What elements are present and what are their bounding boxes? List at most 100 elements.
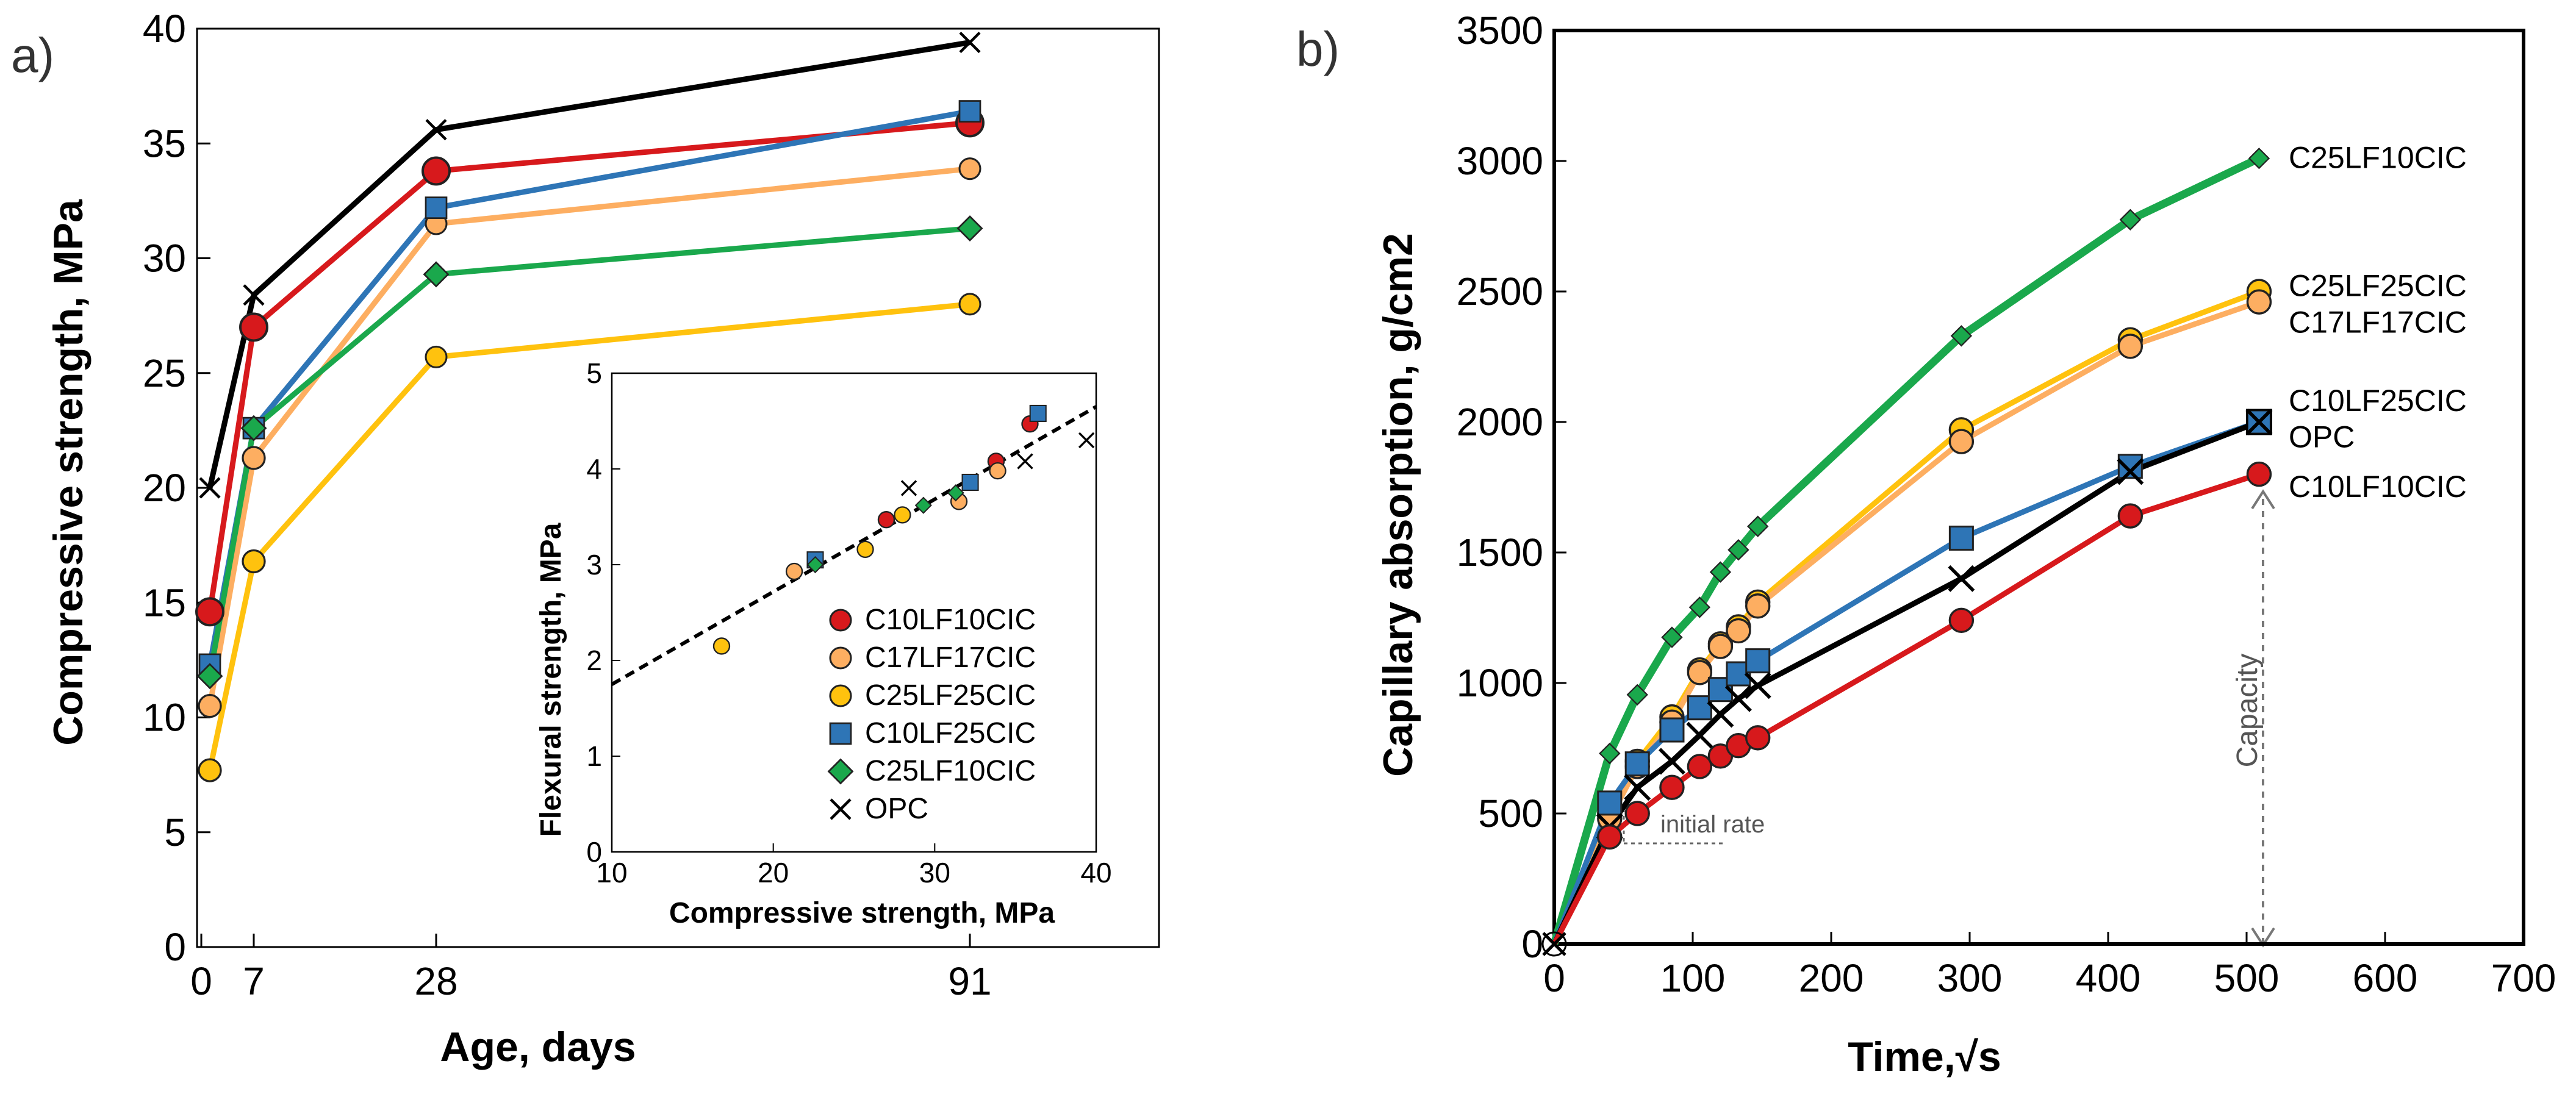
chart-a-point-c10lf10cic: [422, 156, 451, 186]
chart-a-x-axis-title: Age, days: [440, 1024, 636, 1070]
chart-a-point-c10lf10cic: [239, 312, 268, 342]
chart-b-point-c10lf25cic: [1687, 695, 1712, 721]
chart-a-y-tick-label: 20: [143, 466, 186, 510]
inset-point-opc-stroke-b: [1017, 453, 1033, 470]
chart-b-series-line-c10lf25cic: [1551, 419, 2260, 945]
chart-b-point-c17lf17cic: [1745, 593, 1771, 619]
chart-b-y-tick-label: 3000: [1457, 139, 1543, 183]
chart-b-series-label-c17lf17cic: C17LF17CIC: [2289, 305, 2467, 339]
chart-b-point-c17lf17cic: [1687, 660, 1713, 685]
chart-b-point-c10lf10cic: [1745, 725, 1771, 751]
chart-a-point-c25lf25cic: [198, 758, 222, 782]
chart-a-y-tick-label: 25: [143, 351, 186, 395]
chart-b-point-c25lf10cic: [1688, 596, 1711, 618]
chart-b-point-c10lf25cic: [1597, 790, 1623, 816]
chart-b-point-c25lf10cic: [1661, 626, 1683, 648]
initial-rate-annotation: initial rate: [1660, 811, 1765, 838]
inset-point-c25lf25cic: [856, 540, 874, 559]
chart-b-point-c25lf10cic: [2119, 209, 2142, 231]
chart-b-point-opc: [1724, 685, 1752, 712]
chart-b-x-tick-label: 500: [2214, 956, 2280, 1000]
chart-a-point-c17lf17cic: [198, 694, 222, 718]
panel-b-label: b): [1296, 22, 1340, 76]
chart-b-origin-marker: [1542, 932, 1566, 956]
chart-a-x-tick-label: 28: [414, 959, 457, 1003]
chart-a-point-opc: [243, 284, 265, 306]
chart-a-point-opc-stroke-b: [243, 284, 265, 306]
chart-a-y-tick-label: 15: [143, 581, 186, 624]
chart-a-point-c25lf25cic: [242, 549, 266, 574]
chart-b-x-tick-label: 100: [1660, 956, 1726, 1000]
chart-b-series-line-c10lf10cic: [1552, 471, 2260, 946]
chart-a-series-line-opc: [207, 40, 970, 488]
chart-b-series-label-c25lf25cic: C25LF25CIC: [2289, 268, 2467, 302]
chart-a-y-tick-label: 0: [164, 925, 186, 969]
chart-b-point-opc-stroke-b: [1686, 721, 1713, 749]
chart-b-point-opc-stroke-b: [2245, 409, 2273, 435]
chart-a-series-line-c17lf17cic: [207, 166, 970, 707]
inset-point-c10lf25cic: [961, 473, 979, 492]
inset-point-c25lf25cic: [894, 506, 911, 524]
inset-x-tick-label: 10: [596, 857, 627, 888]
inset-trendline: [611, 405, 1097, 686]
inset-point-c10lf25cic: [1029, 404, 1047, 422]
chart-b-point-c10lf25cic: [1659, 717, 1685, 743]
chart-b-opc-end-box: [2245, 409, 2272, 435]
chart-b-point-opc-stroke-b: [2117, 458, 2144, 485]
chart-b-point-c10lf10cic: [1659, 774, 1685, 800]
chart-a-point-c25lf25cic: [425, 345, 448, 368]
chart-b-point-c25lf10cic: [1626, 684, 1648, 706]
chart-b-point-opc-stroke-b: [1744, 672, 1771, 699]
chart-a-point-opc-stroke-b: [959, 32, 981, 54]
chart-b-x-tick-label: 600: [2353, 956, 2418, 1000]
inset-point-c25lf10cic: [947, 484, 964, 502]
inset-x-tick-label: 20: [758, 857, 789, 888]
chart-a-y-tick-label: 10: [143, 696, 186, 740]
chart-b-x-axis-title: Time,√s: [1848, 1034, 2001, 1080]
chart-b-x-tick-label: 200: [1799, 956, 1864, 1000]
chart-b-point-opc: [1624, 774, 1651, 801]
chart-b-point-c10lf25cic: [2117, 454, 2143, 479]
chart-b-point-c10lf10cic: [1624, 801, 1650, 826]
chart-a-point-c25lf10cic: [956, 215, 983, 242]
chart-b-frame: [1552, 29, 2525, 946]
chart-b-point-c17lf17cic: [2246, 289, 2272, 315]
inset-point-opc-stroke-b: [1078, 432, 1095, 449]
chart-a-series-line-c25lf25cic: [207, 301, 970, 771]
chart-a-point-c25lf10cic: [240, 415, 267, 442]
chart-b-y-axis-title: Capillary absorption, g/cm2: [1375, 233, 1421, 777]
chart-a-y-tick-label: 5: [164, 810, 186, 854]
inset-legend-label-opc: OPC: [865, 793, 928, 825]
chart-b-point-c25lf10cic: [1950, 325, 1973, 347]
chart-b-y-tick-label: 3500: [1457, 9, 1543, 52]
chart-a-y-axis-title: Compressive strength, MPa: [45, 199, 91, 746]
inset-y-axis-title: Flexural strength, MPa: [535, 523, 567, 837]
chart-a-y-tick-label: 30: [143, 237, 186, 281]
inset-point-c10lf10cic: [877, 511, 895, 529]
inset-point-opc-stroke-b: [900, 480, 917, 496]
inset-x-axis-title: Compressive strength, MPa: [669, 897, 1055, 929]
chart-a-point-opc-stroke-b: [425, 119, 447, 141]
chart-b-x-tick-label: 0: [1543, 956, 1565, 1000]
panel-a-label: a): [11, 28, 54, 82]
chart-b-point-c17lf17cic: [2117, 334, 2144, 359]
chart-a-x-tick-label: 91: [948, 959, 991, 1003]
chart-a-point-c25lf10cic: [423, 261, 450, 288]
chart-a-x-tick-label: 0: [190, 959, 212, 1003]
inset-point-c25lf10cic: [806, 556, 824, 574]
chart-b-y-tick-label: 2500: [1457, 270, 1543, 313]
chart-b-x-tick-label: 400: [2076, 956, 2141, 1000]
chart-a-point-c10lf25cic: [425, 196, 448, 220]
inset-point-c17lf17cic: [785, 562, 803, 581]
inset-legend-label-c17lf17cic: C17LF17CIC: [865, 642, 1036, 674]
chart-b-point-c25lf10cic: [1599, 742, 1621, 765]
chart-b-point-opc: [1658, 748, 1685, 775]
chart-a-point-opc: [425, 119, 447, 141]
inset-point-c25lf10cic: [914, 496, 932, 514]
chart-b-point-c10lf25cic: [1624, 751, 1650, 777]
chart-b-y-tick-label: 1000: [1457, 661, 1543, 705]
chart-b-series-label-c25lf10cic: C25LF10CIC: [2289, 141, 2467, 175]
inset-y-tick-label: 1: [586, 740, 602, 772]
inset-legend-marker-c10lf25cic: [829, 722, 852, 745]
